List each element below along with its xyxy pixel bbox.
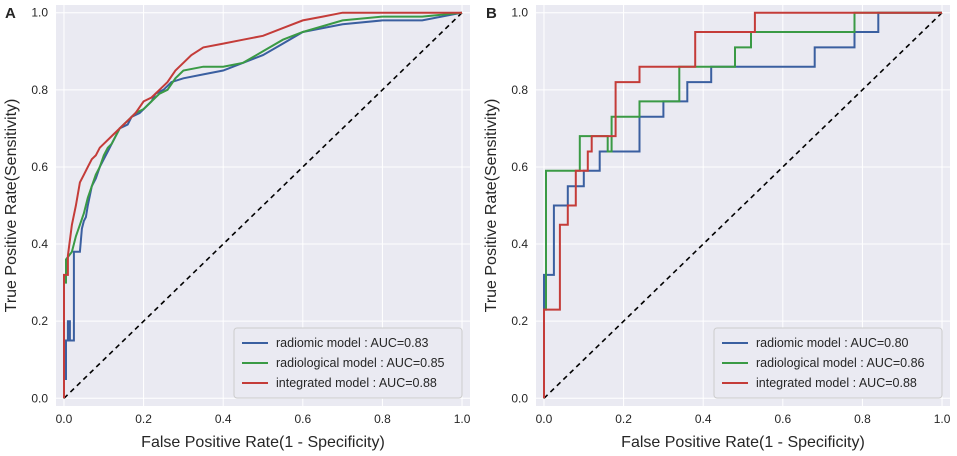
roc-curve-3 [63,11,462,399]
legend-entry: radiological model : AUC=0.85 [276,356,445,370]
y-tick-label: 0.6 [31,160,48,174]
legend-entry: integrated model : AUC=0.88 [276,376,437,390]
panel-b: B 0.0 0.2 0.4 0.6 0.8 1.0 0.0 0.2 0.4 0.6 0.8 1.0 Fal… [483,5,951,451]
x-tick-label: 0.8 [374,412,391,426]
y-axis-label: True Positive Rate(Sensitivity) [483,99,500,313]
x-tick-label: 0.0 [56,412,73,426]
y-tick-label: 0.4 [511,237,528,251]
x-tick-label: 0.6 [774,412,791,426]
legend-entry: radiological model : AUC=0.86 [756,356,925,370]
y-tick-label: 0.2 [511,314,528,328]
y-tick-label: 1.0 [31,6,48,20]
x-tick-label: 0.0 [536,412,553,426]
roc-curve-3 [543,11,942,399]
y-tick-label: 0.6 [511,160,528,174]
x-axis-label: False Positive Rate(1 - Specificity) [141,434,385,451]
x-tick-label: 0.4 [215,412,232,426]
legend: radiomic model : AUC=0.83 radiological mo… [233,327,463,399]
x-tick-label: 0.8 [854,412,871,426]
y-axis-label: True Positive Rate(Sensitivity) [3,99,20,313]
roc-curve-1 [543,11,942,399]
x-tick-label: 0.4 [695,412,712,426]
y-tick-label: 1.0 [511,6,528,20]
legend: radiomic model : AUC=0.80 radiological mo… [713,327,943,399]
x-tick-label: 0.6 [294,412,311,426]
y-tick-label: 0.4 [31,237,48,251]
legend-box [713,327,943,399]
panel-label: A [5,5,16,22]
x-tick-label: 0.2 [615,412,632,426]
x-axis-label: False Positive Rate(1 - Specificity) [621,434,865,451]
chance-diagonal [63,12,463,399]
legend-entry: radiomic model : AUC=0.80 [756,336,909,350]
y-tick-label: 0.8 [31,83,48,97]
y-tick-label: 0.0 [511,391,528,405]
x-tick-label: 1.0 [934,412,951,426]
y-tick-label: 0.2 [31,314,48,328]
chance-diagonal [543,12,943,399]
x-tick-label: 0.2 [135,412,152,426]
x-tick-label: 1.0 [454,412,471,426]
y-tick-label: 0.8 [511,83,528,97]
legend-entry: radiomic model : AUC=0.83 [276,336,429,350]
legend-box [233,327,463,399]
y-tick-label: 0.0 [31,391,48,405]
legend-entry: integrated model : AUC=0.88 [756,376,917,390]
panel-a: A 0.0 0.2 0.4 0.6 0.8 1.0 0.0 0.2 0.4 0.6 0.8 1.0 Fal… [3,5,471,451]
roc-curve-2 [543,11,942,399]
panel-label: B [486,5,497,22]
